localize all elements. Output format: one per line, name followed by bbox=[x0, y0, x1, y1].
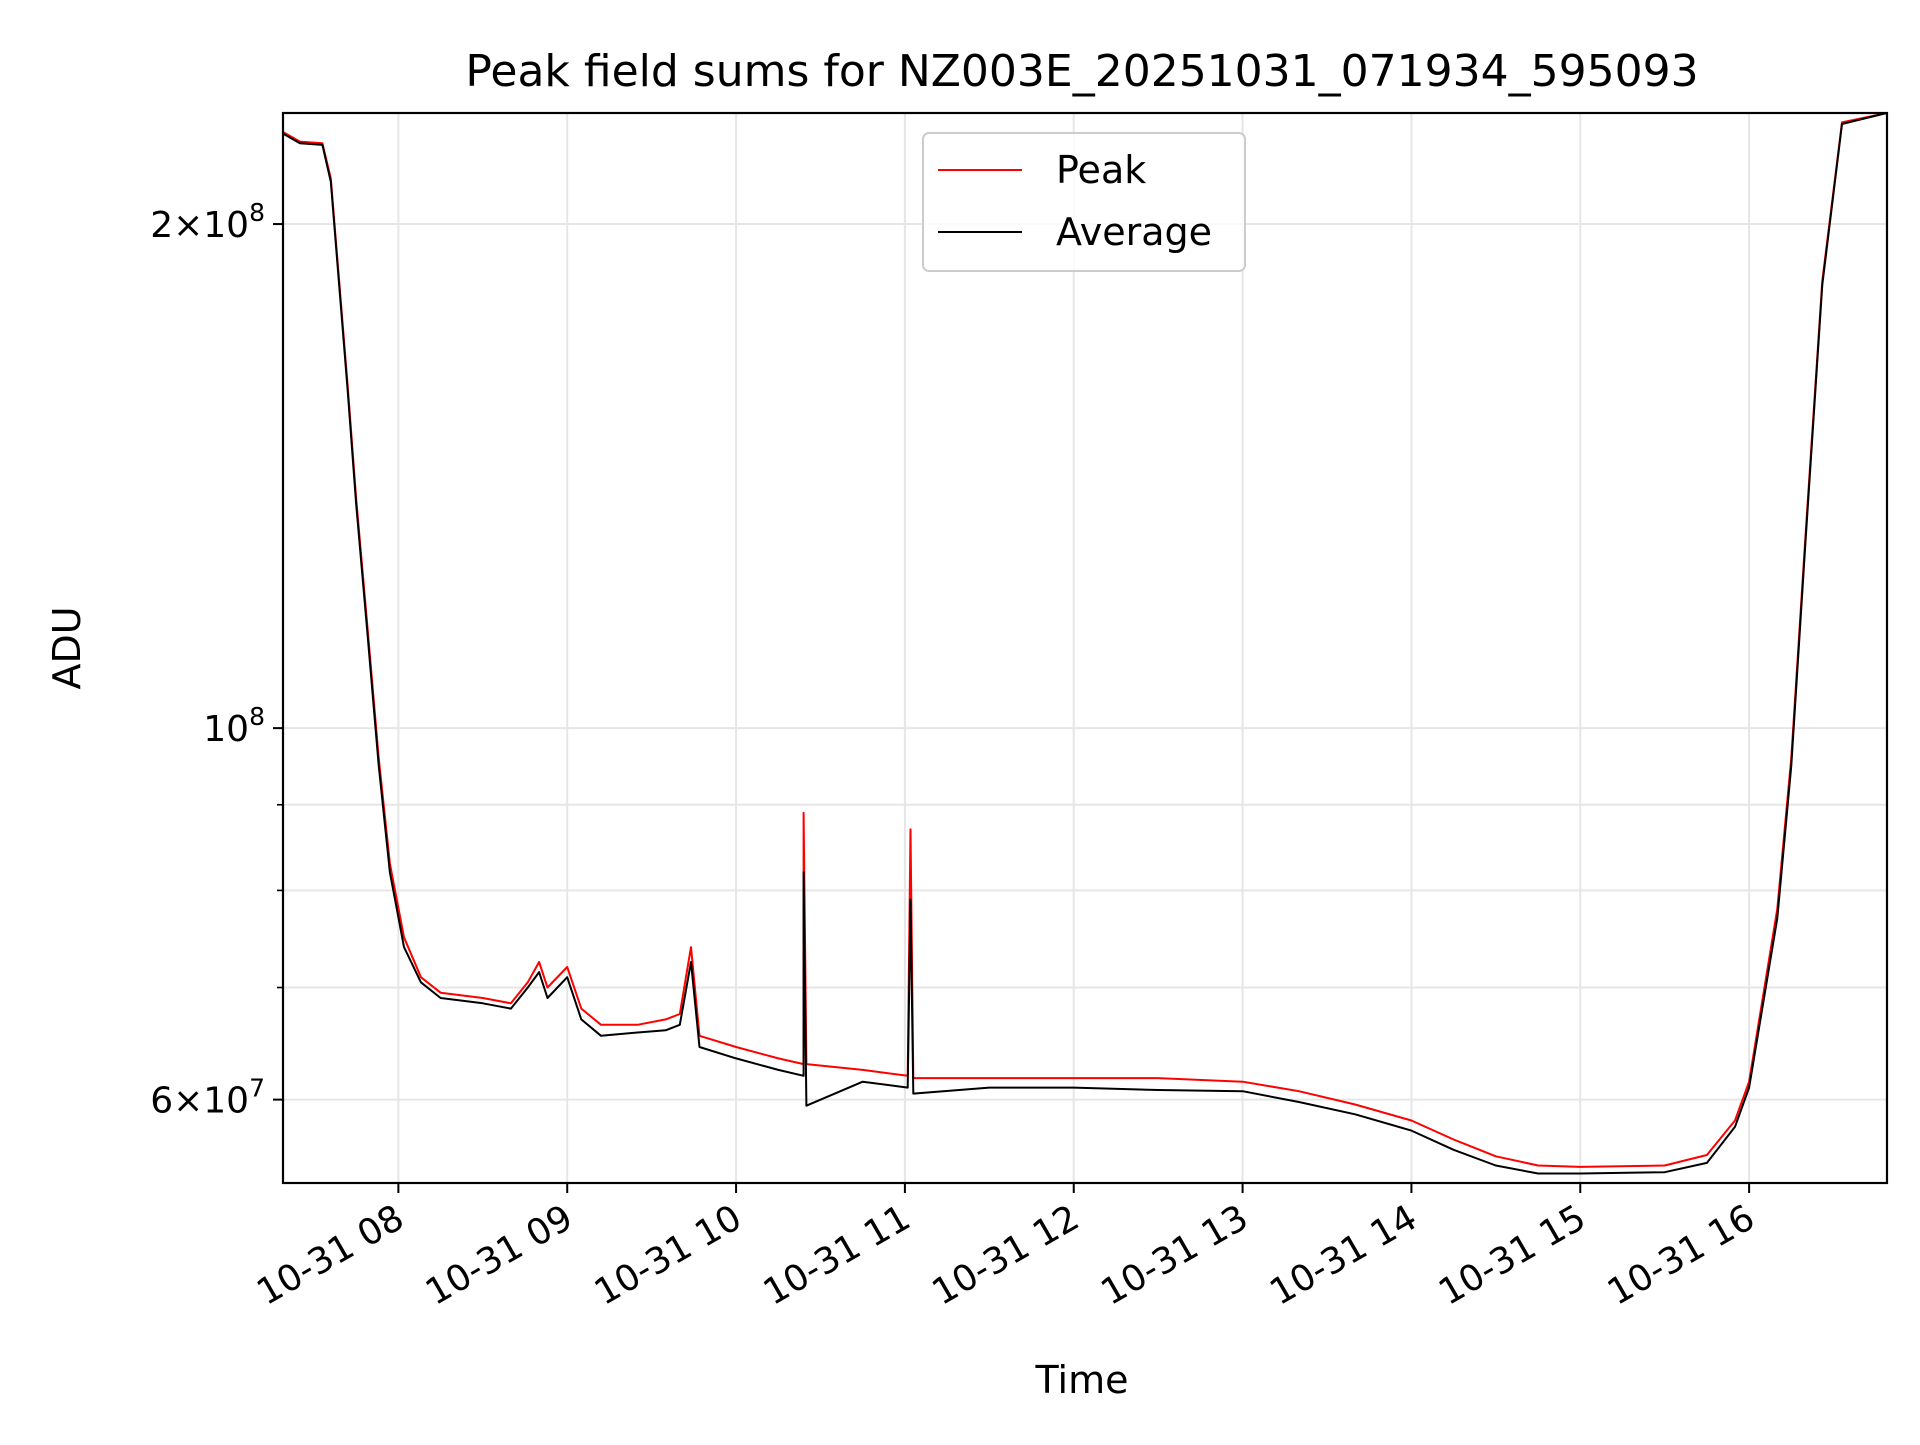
legend-box bbox=[922, 132, 1246, 272]
series-line-average bbox=[283, 113, 1887, 1175]
y-tick-label: 2×108 bbox=[150, 198, 265, 246]
series-group bbox=[283, 113, 1887, 1175]
legend-label-average: Average bbox=[1056, 210, 1212, 254]
chart-title: Peak field sums for NZ003E_20251031_0719… bbox=[465, 46, 1698, 97]
y-axis-label: ADU bbox=[45, 606, 89, 689]
legend: Peak Average bbox=[922, 132, 1246, 272]
legend-label-peak: Peak bbox=[1056, 148, 1146, 192]
y-tick-label: 108 bbox=[203, 702, 265, 750]
y-tick-label: 6×107 bbox=[150, 1074, 265, 1122]
y-axis: 2×108 108 6×107 bbox=[150, 198, 283, 1122]
plot-frame bbox=[281, 111, 1889, 1185]
x-axis-label: Time bbox=[1035, 1358, 1129, 1402]
